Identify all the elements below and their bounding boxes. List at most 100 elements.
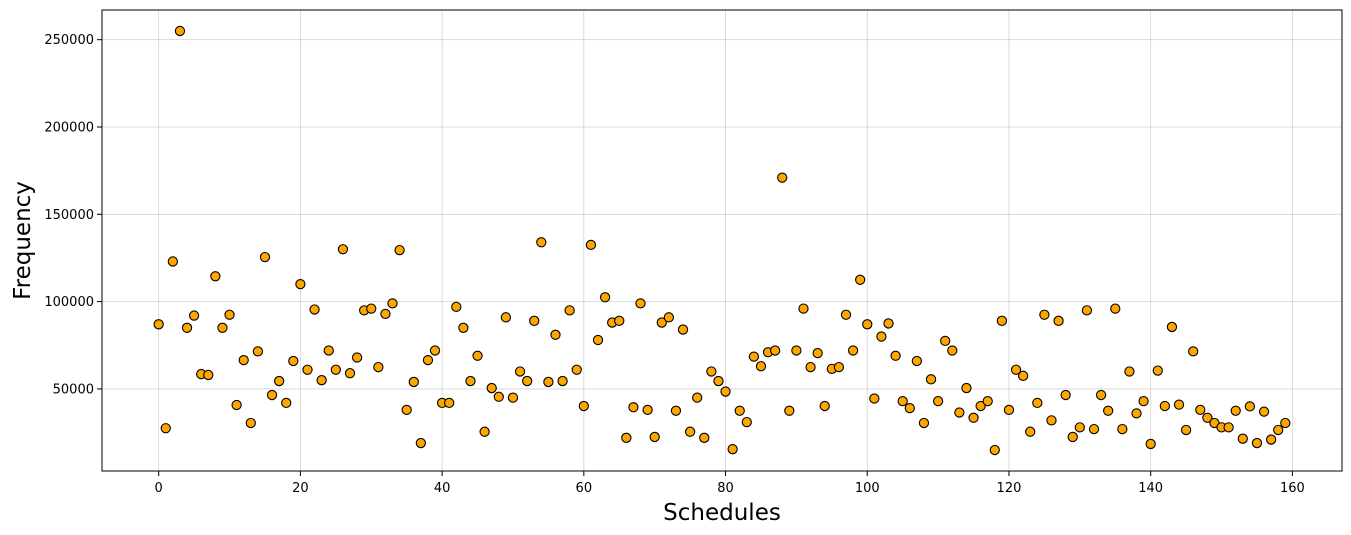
data-point bbox=[231, 399, 242, 411]
data-point bbox=[1230, 405, 1241, 416]
x-tick-label: 100 bbox=[855, 481, 880, 496]
data-point bbox=[890, 350, 901, 361]
data-point bbox=[869, 393, 880, 404]
data-point bbox=[188, 310, 200, 321]
y-tick-label: 50000 bbox=[53, 382, 94, 397]
data-point bbox=[259, 251, 271, 263]
y-tick-label: 250000 bbox=[44, 33, 94, 48]
data-point bbox=[989, 444, 1000, 456]
data-point bbox=[1258, 406, 1270, 417]
data-point bbox=[947, 345, 958, 356]
data-point bbox=[940, 335, 951, 347]
axis-ticks: 0 20 40 60 80 100 120 140 160 50000 100000 150000 20… bbox=[44, 33, 1304, 496]
data-point bbox=[1195, 404, 1206, 416]
data-point bbox=[982, 396, 993, 407]
data-point bbox=[1074, 422, 1085, 433]
data-point bbox=[1145, 438, 1156, 450]
data-point bbox=[642, 404, 653, 416]
data-point bbox=[153, 319, 164, 330]
data-point bbox=[1138, 396, 1149, 407]
data-point bbox=[663, 312, 675, 323]
data-point bbox=[1046, 415, 1057, 426]
data-point bbox=[295, 279, 306, 290]
data-point bbox=[883, 318, 894, 329]
data-point bbox=[1032, 397, 1043, 409]
data-point bbox=[1110, 303, 1121, 314]
x-tick-label: 20 bbox=[292, 481, 309, 496]
data-point bbox=[514, 366, 526, 377]
data-point bbox=[727, 444, 738, 455]
data-point bbox=[1202, 412, 1213, 423]
data-point bbox=[493, 391, 504, 402]
data-point bbox=[1095, 389, 1107, 401]
data-point bbox=[337, 244, 349, 255]
y-axis-label: Frequency bbox=[10, 181, 36, 300]
data-point bbox=[649, 431, 660, 443]
data-point bbox=[238, 354, 249, 366]
x-tick-label: 160 bbox=[1280, 481, 1305, 496]
data-point bbox=[592, 334, 604, 346]
data-point bbox=[1103, 405, 1114, 416]
data-point bbox=[713, 375, 724, 387]
data-point bbox=[281, 397, 292, 409]
data-point bbox=[784, 405, 795, 416]
data-point bbox=[550, 329, 561, 340]
data-point bbox=[394, 244, 405, 256]
data-point bbox=[557, 375, 568, 387]
y-tick-label: 100000 bbox=[44, 295, 94, 310]
data-point bbox=[670, 405, 682, 416]
data-point bbox=[769, 345, 781, 356]
data-point bbox=[366, 303, 377, 314]
data-point bbox=[1003, 404, 1015, 416]
data-point bbox=[1180, 424, 1192, 436]
data-point bbox=[210, 271, 221, 282]
data-point bbox=[599, 292, 611, 303]
data-point bbox=[996, 315, 1008, 326]
data-point bbox=[160, 423, 171, 434]
data-point bbox=[323, 345, 334, 356]
data-point bbox=[1025, 426, 1036, 437]
data-point bbox=[458, 322, 469, 333]
data-point bbox=[1067, 431, 1078, 443]
data-point bbox=[571, 364, 582, 375]
data-point bbox=[344, 368, 356, 379]
data-point bbox=[1273, 424, 1284, 436]
x-tick-label: 140 bbox=[1138, 481, 1163, 496]
data-point bbox=[897, 396, 908, 407]
data-point bbox=[621, 432, 632, 443]
data-point bbox=[486, 382, 497, 394]
x-tick-label: 40 bbox=[434, 481, 451, 496]
data-point bbox=[585, 239, 597, 251]
data-point bbox=[472, 350, 483, 361]
data-point bbox=[741, 416, 752, 428]
data-point bbox=[1159, 400, 1171, 412]
data-point bbox=[833, 361, 845, 373]
data-point bbox=[203, 369, 214, 381]
data-point bbox=[351, 352, 363, 363]
data-point bbox=[918, 417, 930, 429]
data-point bbox=[507, 392, 519, 403]
data-point bbox=[266, 389, 278, 401]
data-point bbox=[1244, 401, 1256, 412]
data-point bbox=[380, 308, 391, 319]
data-point bbox=[748, 351, 760, 362]
data-point bbox=[1117, 423, 1128, 435]
y-tick-label: 150000 bbox=[44, 208, 94, 223]
data-point bbox=[961, 382, 972, 394]
data-point bbox=[677, 324, 689, 335]
data-point bbox=[1173, 399, 1185, 410]
data-point bbox=[614, 315, 625, 326]
data-point bbox=[1053, 315, 1064, 326]
data-point bbox=[1081, 305, 1093, 316]
data-point bbox=[536, 237, 547, 248]
data-point bbox=[1152, 365, 1163, 376]
data-point bbox=[1088, 423, 1100, 435]
plot-frame bbox=[101, 9, 1343, 472]
data-point bbox=[855, 274, 866, 285]
data-point bbox=[309, 304, 320, 315]
data-point bbox=[805, 361, 816, 373]
data-point bbox=[543, 376, 554, 388]
data-point bbox=[479, 426, 490, 437]
data-point bbox=[1124, 366, 1135, 377]
